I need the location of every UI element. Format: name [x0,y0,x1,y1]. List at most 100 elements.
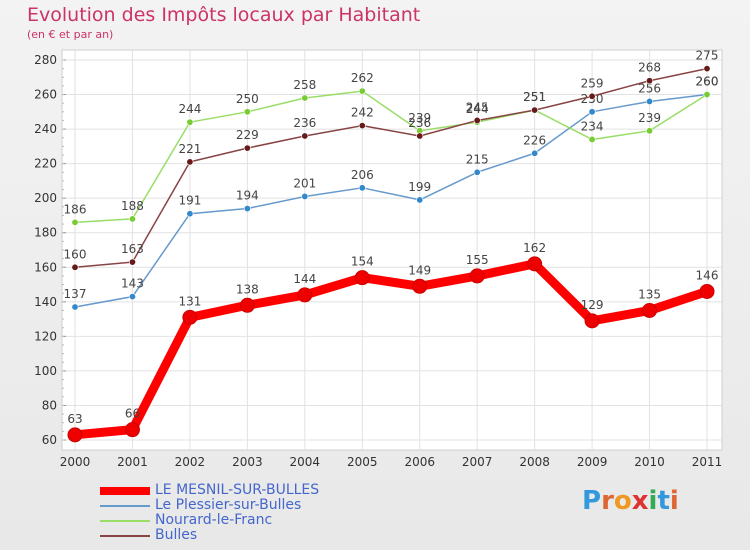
data-label: 239 [638,111,661,125]
data-label: 239 [408,111,431,125]
data-label: 162 [523,241,546,255]
plot-area [61,49,723,451]
data-label: 226 [523,133,546,147]
data-label: 138 [236,282,259,296]
x-tick-label: 2008 [519,455,550,469]
data-label: 244 [466,102,489,116]
legend-item-plessier[interactable]: Le Plessier-sur-Bulles [100,497,370,513]
data-label: 143 [121,277,144,291]
data-label: 63 [67,412,82,426]
y-tick-label: 100 [34,364,57,378]
y-tick-label: 240 [34,122,57,136]
data-point [243,205,251,213]
y-tick-label: 220 [34,157,57,171]
legend-item-nourard[interactable]: Nourard-le-Franc [100,512,370,528]
y-tick-label: 200 [34,191,57,205]
data-label: 256 [638,81,661,95]
y-tick-label: 280 [34,53,57,67]
data-point [642,302,658,318]
data-point [71,263,79,271]
series-line-0 [70,259,712,440]
data-label: 131 [178,294,201,308]
data-label: 242 [351,106,374,120]
legend-label-plessier: Le Plessier-sur-Bulles [155,497,302,513]
data-point [703,65,711,73]
legend-swatch-bulles [100,535,150,537]
data-point [128,258,136,266]
data-point [469,268,485,284]
data-point [527,256,543,272]
data-label: 135 [638,287,661,301]
legend-swatch-mesnil [100,487,150,495]
x-tick-label: 2000 [60,455,91,469]
logo-letter: P [582,486,602,516]
data-point [301,192,309,200]
data-point [584,313,600,329]
data-label: 221 [178,142,201,156]
data-label: 260 [696,75,719,89]
x-tick-label: 2011 [692,455,723,469]
data-point [531,149,539,157]
data-label: 154 [351,255,374,269]
data-label: 149 [408,263,431,277]
data-point [243,108,251,116]
x-tick-label: 2007 [462,455,493,469]
data-point [588,135,596,143]
data-label: 236 [408,116,431,130]
data-point [182,309,198,325]
data-point [71,218,79,226]
y-tick-label: 120 [34,329,57,343]
data-point [531,106,539,114]
data-label: 258 [293,78,316,92]
data-point [243,144,251,152]
data-point [297,287,313,303]
data-label: 129 [581,298,604,312]
legend-label-mesnil: LE MESNIL-SUR-BULLES [155,482,320,498]
data-point [703,91,711,99]
data-point [128,215,136,223]
logo-letter: i [669,486,679,516]
legend-swatch-plessier [100,505,150,507]
data-point [646,77,654,85]
x-tick-label: 2010 [634,455,665,469]
y-tick-label: 160 [34,260,57,274]
data-label: 191 [178,194,201,208]
logo-letter: o [613,486,632,516]
data-point [646,97,654,105]
data-point [358,184,366,192]
data-point [416,196,424,204]
logo-letter: t [657,486,670,516]
legend-label-nourard: Nourard-le-Franc [155,512,273,528]
legend-item-bulles[interactable]: Bulles [100,527,370,543]
data-label: 244 [178,102,201,116]
data-point [186,118,194,126]
data-point [646,127,654,135]
x-tick-label: 2002 [175,455,206,469]
data-label: 259 [581,76,604,90]
data-point [301,94,309,102]
data-label: 251 [523,90,546,104]
data-point [412,278,428,294]
legend-item-mesnil[interactable]: LE MESNIL-SUR-BULLES [100,482,370,498]
data-label: 146 [696,268,719,282]
legend-label-bulles: Bulles [155,527,198,543]
data-label: 137 [64,287,87,301]
data-label: 262 [351,71,374,85]
x-tick-label: 2009 [577,455,608,469]
x-tick-label: 2006 [404,455,435,469]
data-label: 199 [408,180,431,194]
series-line-3 [74,67,708,269]
x-tick-label: 2003 [232,455,263,469]
chart-subtitle: (en € et par an) [27,28,114,41]
data-point [358,87,366,95]
y-tick-label: 260 [34,88,57,102]
y-tick-label: 60 [42,433,57,447]
data-label: 160 [64,247,87,261]
data-label: 251 [523,90,546,104]
x-tick-label: 2005 [347,455,378,469]
y-tick-label: 180 [34,226,57,240]
data-label: 245 [466,100,489,114]
data-point [588,108,596,116]
data-label: 215 [466,152,489,166]
data-point [473,168,481,176]
